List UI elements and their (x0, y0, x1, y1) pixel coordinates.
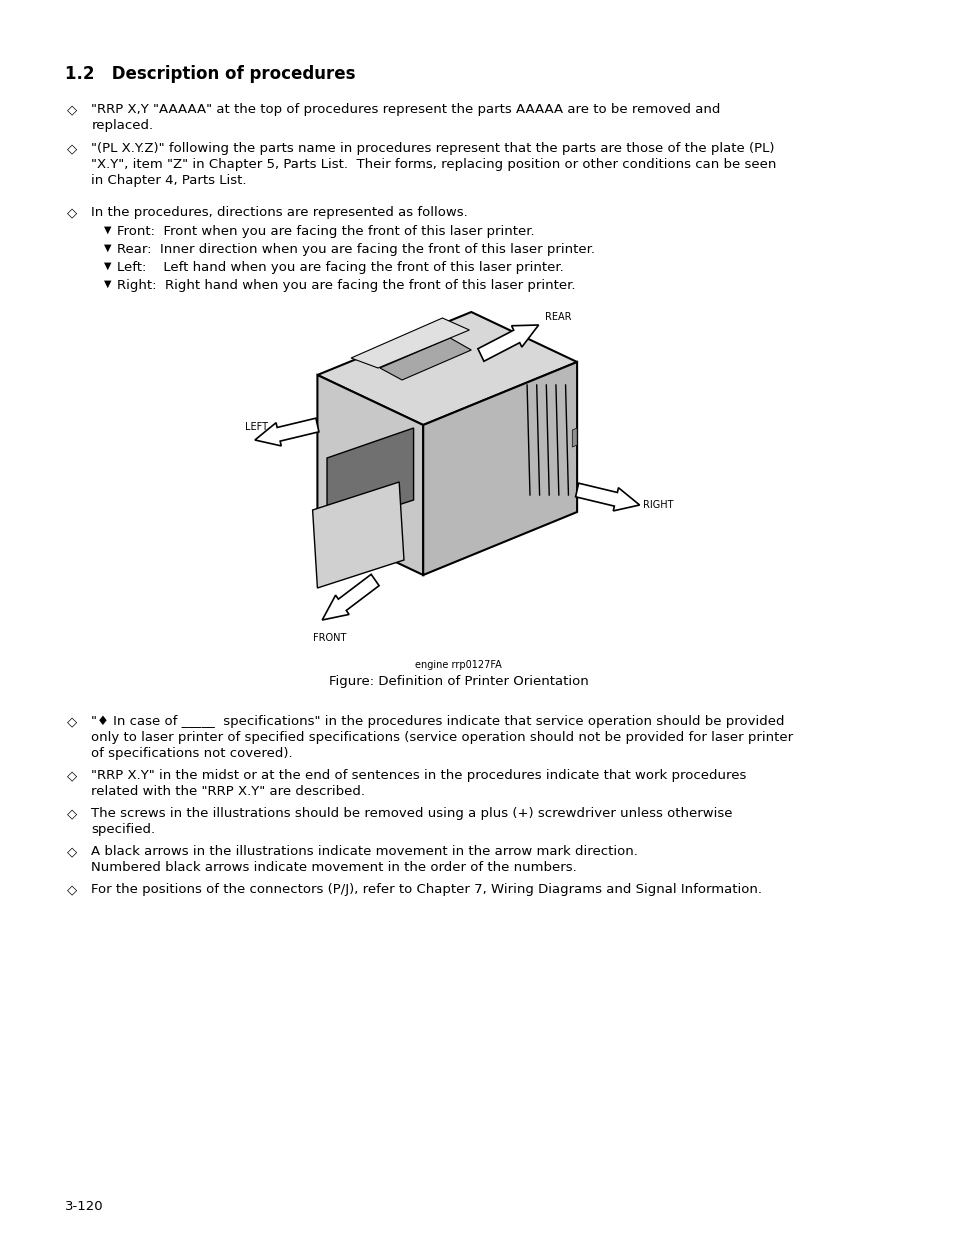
Polygon shape (254, 419, 318, 446)
Text: only to laser printer of specified specifications (service operation should not : only to laser printer of specified speci… (91, 731, 793, 743)
Text: Numbered black arrows indicate movement in the order of the numbers.: Numbered black arrows indicate movement … (91, 861, 577, 874)
Text: ◇: ◇ (68, 845, 77, 858)
Text: Figure: Definition of Printer Orientation: Figure: Definition of Printer Orientatio… (329, 676, 588, 688)
Text: replaced.: replaced. (91, 119, 153, 132)
Text: "RRP X.Y" in the midst or at the end of sentences in the procedures indicate tha: "RRP X.Y" in the midst or at the end of … (91, 769, 746, 782)
Text: specified.: specified. (91, 823, 155, 836)
Polygon shape (423, 362, 577, 576)
Text: "♦ In case of _____  specifications" in the procedures indicate that service ope: "♦ In case of _____ specifications" in t… (91, 715, 784, 727)
Text: of specifications not covered).: of specifications not covered). (91, 747, 293, 760)
Polygon shape (317, 375, 423, 576)
Text: ◇: ◇ (68, 206, 77, 219)
Text: A black arrows in the illustrations indicate movement in the arrow mark directio: A black arrows in the illustrations indi… (91, 845, 638, 858)
Text: ◇: ◇ (68, 883, 77, 897)
Polygon shape (317, 312, 577, 425)
Text: ▼: ▼ (104, 225, 112, 235)
Polygon shape (572, 429, 577, 447)
Text: Right:  Right hand when you are facing the front of this laser printer.: Right: Right hand when you are facing th… (117, 279, 576, 291)
Polygon shape (575, 483, 639, 511)
Text: ◇: ◇ (68, 715, 77, 727)
Text: Front:  Front when you are facing the front of this laser printer.: Front: Front when you are facing the fro… (117, 225, 535, 238)
Text: RIGHT: RIGHT (641, 500, 672, 510)
Polygon shape (313, 482, 403, 588)
Text: engine rrp0127FA: engine rrp0127FA (415, 659, 501, 671)
Text: "(PL X.Y.Z)" following the parts name in procedures represent that the parts are: "(PL X.Y.Z)" following the parts name in… (91, 142, 774, 156)
Text: In the procedures, directions are represented as follows.: In the procedures, directions are repres… (91, 206, 468, 219)
Text: LEFT: LEFT (245, 422, 268, 432)
Text: FRONT: FRONT (313, 634, 346, 643)
Text: ◇: ◇ (68, 806, 77, 820)
Text: related with the "RRP X.Y" are described.: related with the "RRP X.Y" are described… (91, 785, 365, 798)
Text: ▼: ▼ (104, 279, 112, 289)
Text: The screws in the illustrations should be removed using a plus (+) screwdriver u: The screws in the illustrations should b… (91, 806, 732, 820)
Text: "X.Y", item "Z" in Chapter 5, Parts List.  Their forms, replacing position or ot: "X.Y", item "Z" in Chapter 5, Parts List… (91, 158, 776, 170)
Text: REAR: REAR (545, 312, 571, 322)
Text: Left:    Left hand when you are facing the front of this laser printer.: Left: Left hand when you are facing the … (117, 261, 563, 274)
Text: ◇: ◇ (68, 769, 77, 782)
Text: 1.2   Description of procedures: 1.2 Description of procedures (66, 65, 355, 83)
Text: in Chapter 4, Parts List.: in Chapter 4, Parts List. (91, 174, 247, 186)
Text: ▼: ▼ (104, 261, 112, 270)
Text: For the positions of the connectors (P/J), refer to Chapter 7, Wiring Diagrams a: For the positions of the connectors (P/J… (91, 883, 761, 897)
Polygon shape (322, 574, 378, 620)
Text: ▼: ▼ (104, 243, 112, 253)
Polygon shape (477, 325, 538, 362)
Text: Rear:  Inner direction when you are facing the front of this laser printer.: Rear: Inner direction when you are facin… (117, 243, 595, 256)
Polygon shape (379, 338, 471, 380)
Polygon shape (327, 429, 414, 529)
Polygon shape (351, 317, 469, 368)
Text: ◇: ◇ (68, 103, 77, 116)
Text: "RRP X,Y "AAAAA" at the top of procedures represent the parts AAAAA are to be re: "RRP X,Y "AAAAA" at the top of procedure… (91, 103, 720, 116)
Text: ◇: ◇ (68, 142, 77, 156)
Text: 3-120: 3-120 (66, 1200, 104, 1213)
